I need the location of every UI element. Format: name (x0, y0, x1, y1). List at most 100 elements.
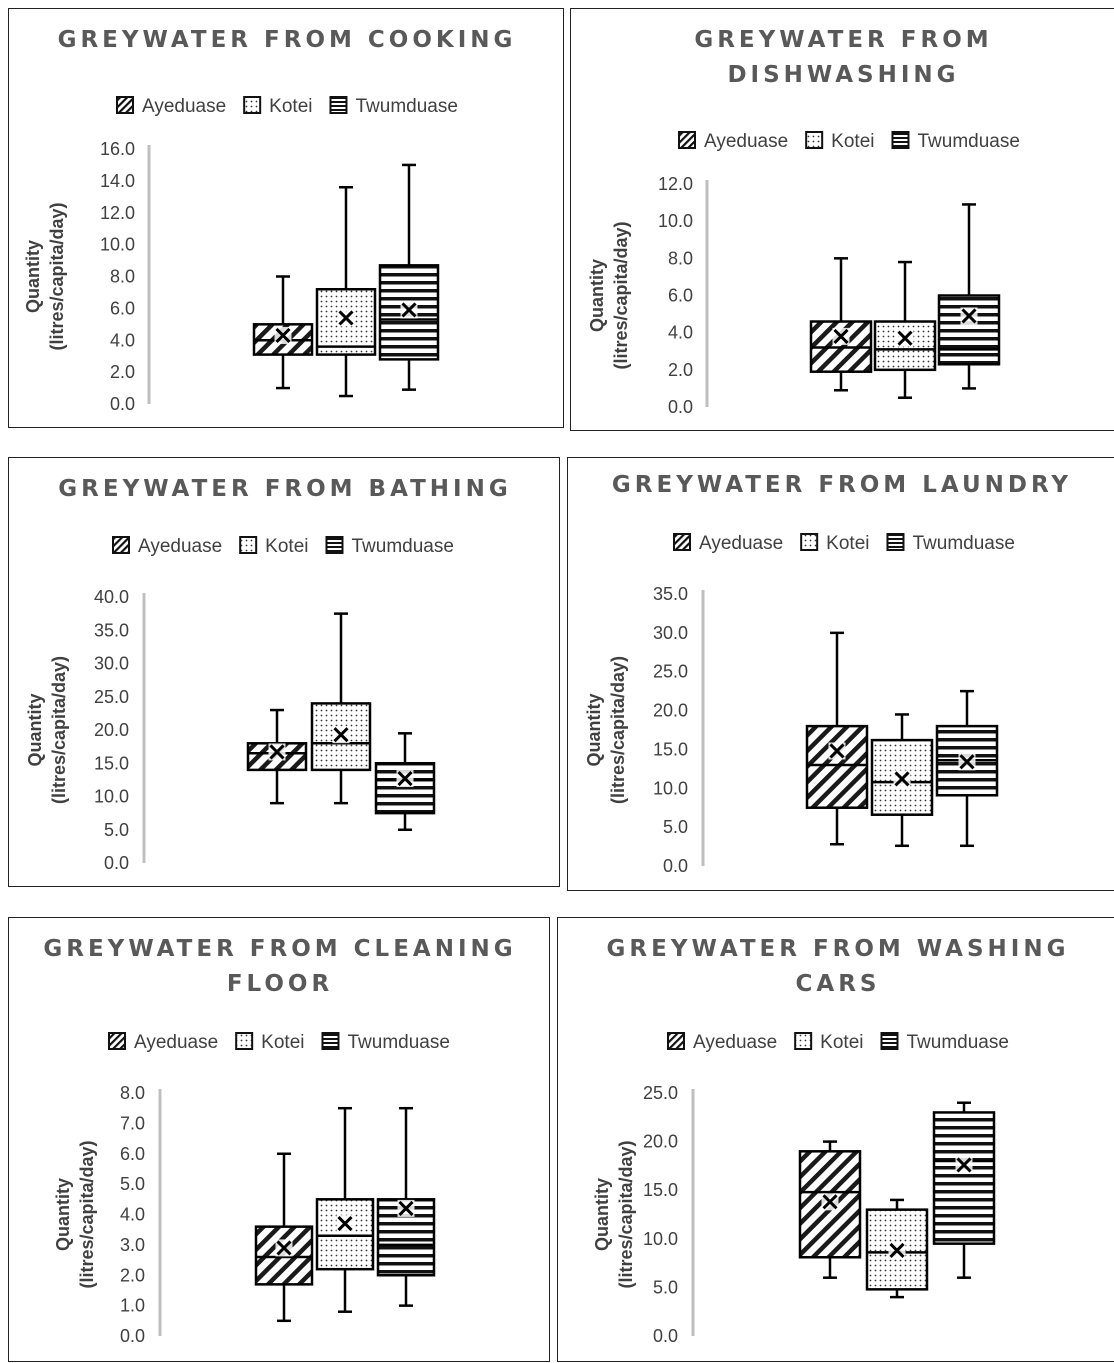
y-tick-label: 25.0 (653, 662, 688, 682)
y-tick-label: 8.0 (120, 1083, 145, 1103)
box-twumduase (378, 163, 440, 391)
legend-swatch-ayeduase (667, 1032, 685, 1050)
y-tick-label: 12.0 (658, 174, 693, 194)
y-tick-label: 5.0 (104, 820, 129, 840)
legend-swatch-twumduase (329, 96, 348, 114)
legend-swatch-kotei (800, 533, 819, 551)
y-tick-label: 6.0 (110, 298, 135, 318)
y-tick-label: 0.0 (110, 394, 135, 414)
box-twumduase (935, 689, 999, 848)
legend-label-twumduase: Twumduase (917, 131, 1019, 152)
box-kotei (310, 612, 372, 805)
box-kotei (873, 260, 937, 399)
legend-swatch-ayeduase (108, 1032, 126, 1050)
y-tick-label: 40.0 (94, 587, 129, 607)
box-kotei (870, 713, 934, 848)
y-tick-label: 1.0 (120, 1296, 145, 1316)
legend-swatch-ayeduase (673, 533, 691, 551)
box-iqr (805, 724, 869, 809)
y-tick-label: 35.0 (653, 584, 688, 604)
box-twumduase (937, 203, 1001, 390)
chart-panel-cooking: GREYWATER FROM COOKING Ayeduase Kotei Twumd… (8, 8, 564, 428)
y-tick-label: 5.0 (663, 817, 688, 837)
mean-marker (396, 770, 414, 788)
box-ayeduase (798, 1140, 862, 1279)
y-tick-label: 2.0 (110, 362, 135, 382)
y-axis-label-line-1: Quantity (592, 1178, 612, 1251)
legend-label-twumduase: Twumduase (912, 533, 1014, 554)
mean-marker (888, 1241, 906, 1259)
legend-swatch-kotei (243, 96, 262, 114)
y-tick-label: 25.0 (94, 687, 129, 707)
legend-label-twumduase: Twumduase (347, 1032, 449, 1053)
box-ayeduase (254, 1152, 314, 1323)
legend-swatch-ayeduase (116, 96, 134, 114)
y-tick-label: 15.0 (643, 1180, 678, 1200)
legend-label-kotei: Kotei (831, 131, 874, 152)
y-axis-label-line-1: Quantity (53, 1178, 73, 1251)
box-iqr (932, 1111, 996, 1245)
y-tick-label: 0.0 (104, 853, 129, 873)
legend-label-ayeduase: Ayeduase (138, 536, 222, 557)
chart-panel-washing-cars: GREYWATER FROM WASHING CARS Ayeduase Kotei T… (557, 917, 1114, 1362)
mean-marker (955, 1156, 973, 1174)
legend-swatch-kotei (235, 1032, 254, 1050)
chart-panel-bathing: GREYWATER FROM BATHING Ayeduase Kotei Twumd… (8, 457, 560, 887)
chart-svg-cleaning-floor: GREYWATER FROM CLEANING FLOOR Ayeduase Kote… (43, 936, 512, 1346)
box-iqr (315, 1198, 375, 1271)
legend-label-twumduase: Twumduase (355, 96, 457, 117)
y-tick-label: 0.0 (653, 1326, 678, 1346)
legend-swatch-twumduase (325, 536, 344, 554)
y-tick-label: 35.0 (94, 620, 129, 640)
y-tick-label: 20.0 (94, 720, 129, 740)
legend-swatch-kotei (805, 131, 824, 149)
box-kotei (315, 1106, 375, 1313)
mean-marker (336, 1215, 354, 1233)
y-axis-label-line-1: Quantity (25, 693, 45, 766)
box-ayeduase (246, 708, 308, 805)
chart-svg-laundry: GREYWATER FROM LAUNDRY Ayeduase Kotei Twumd… (584, 472, 1072, 876)
y-tick-label: 5.0 (653, 1277, 678, 1297)
y-axis-label-line-2: (litres/capita/day) (608, 656, 628, 804)
mean-marker (275, 1239, 293, 1257)
chart-svg-cooking: GREYWATER FROM COOKING Ayeduase Kotei Twumd… (23, 27, 512, 414)
y-tick-label: 14.0 (100, 171, 135, 191)
chart-title-line-1: GREYWATER FROM LAUNDRY (612, 472, 1072, 498)
mean-marker (958, 753, 976, 771)
y-tick-label: 5.0 (120, 1174, 145, 1194)
y-tick-label: 10.0 (658, 211, 693, 231)
y-tick-label: 10.0 (653, 778, 688, 798)
y-tick-label: 2.0 (668, 360, 693, 380)
y-tick-label: 6.0 (668, 286, 693, 306)
chart-title-line-2: DISHWASHING (727, 62, 959, 88)
chart-title-line-2: FLOOR (227, 971, 333, 997)
y-tick-label: 8.0 (110, 267, 135, 287)
y-tick-label: 15.0 (94, 753, 129, 773)
box-twumduase (376, 1106, 436, 1307)
legend-label-kotei: Kotei (261, 1032, 304, 1053)
box-ayeduase (252, 275, 314, 390)
legend-swatch-ayeduase (112, 536, 130, 554)
legend-label-ayeduase: Ayeduase (693, 1032, 777, 1053)
y-tick-label: 10.0 (94, 787, 129, 807)
y-tick-label: 20.0 (653, 701, 688, 721)
legend-swatch-kotei (239, 536, 258, 554)
mean-marker (893, 770, 911, 788)
y-tick-label: 6.0 (120, 1144, 145, 1164)
mean-marker (821, 1193, 839, 1211)
y-tick-label: 10.0 (100, 235, 135, 255)
chart-panel-cleaning-floor: GREYWATER FROM CLEANING FLOOR Ayeduase Kote… (8, 917, 550, 1362)
legend-swatch-twumduase (321, 1032, 340, 1050)
y-axis-label-line-2: (litres/capita/day) (611, 221, 631, 369)
y-tick-label: 0.0 (663, 856, 688, 876)
y-tick-label: 10.0 (643, 1229, 678, 1249)
mean-marker (268, 743, 286, 761)
y-tick-label: 12.0 (100, 203, 135, 223)
y-tick-label: 20.0 (643, 1132, 678, 1152)
y-axis-label-line-2: (litres/capita/day) (49, 656, 69, 804)
legend-swatch-twumduase (886, 533, 905, 551)
y-tick-label: 4.0 (668, 323, 693, 343)
mean-marker (274, 326, 292, 344)
y-tick-label: 4.0 (110, 330, 135, 350)
legend-label-ayeduase: Ayeduase (142, 96, 226, 117)
